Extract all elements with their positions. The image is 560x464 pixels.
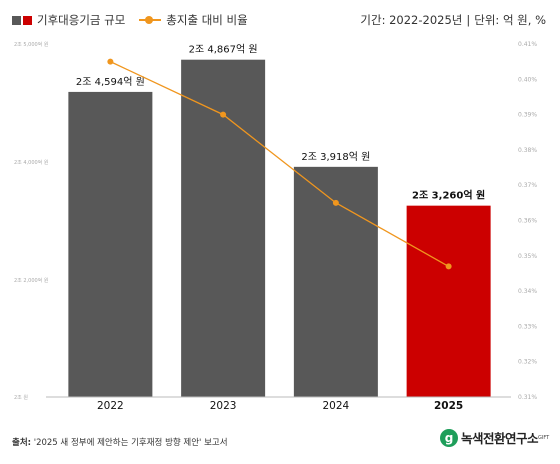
data-label: 2조 4,594억 원 — [76, 76, 145, 88]
legend-bar-swatch-red — [23, 15, 32, 25]
x-tick-label: 2022 — [97, 400, 124, 412]
ratio-point — [332, 199, 339, 206]
org-logo: g 녹색전환연구소 GIFT — [440, 428, 549, 447]
unit-label: 단위: 억 원, % — [474, 13, 546, 27]
legend-line-marker-icon — [139, 15, 162, 25]
period-range: 기간: 2022-2025년 — [360, 13, 463, 27]
data-label: 2조 4,867억 원 — [189, 44, 258, 56]
logo-mark-icon: g — [440, 428, 458, 447]
y-left-tick-label: 2조 5,000억 원 — [14, 41, 49, 48]
y-right-tick-label: 0.34% — [518, 288, 537, 295]
legend-bar-label: 기후대응기금 규모 — [37, 13, 126, 27]
ratio-line — [110, 61, 449, 267]
logo-text: 녹색전환연구소 — [461, 431, 539, 446]
period-separator: | — [466, 13, 471, 27]
x-tick-label: 2024 — [323, 400, 350, 412]
x-tick-label: 2025 — [434, 400, 463, 412]
period-info: 기간: 2022-2025년 | 단위: 억 원, % — [360, 12, 546, 28]
y-right-tick-label: 0.38% — [518, 147, 537, 154]
y-right-tick-label: 0.36% — [518, 218, 537, 225]
y-right-tick-label: 0.40% — [518, 76, 537, 83]
bar — [68, 91, 153, 398]
ratio-point — [107, 58, 114, 65]
y-left-tick-label: 2조 4,000억 원 — [14, 159, 49, 166]
y-right-tick-label: 0.39% — [518, 112, 537, 119]
ratio-point — [220, 111, 227, 118]
legend: 기후대응기금 규모 총지출 대비 비율 — [12, 12, 248, 28]
y-left-tick-label: 2조 2,000억 원 — [14, 277, 49, 284]
logo-superscript: GIFT — [538, 434, 550, 441]
y-right-tick-label: 0.33% — [518, 323, 537, 330]
y-right-tick-label: 0.41% — [518, 41, 537, 48]
source-prefix: 출처: — [12, 438, 32, 448]
data-label: 2조 3,260억 원 — [412, 189, 485, 202]
source-text: '2025 새 정부에 제안하는 기후재정 방향 제안' 보고서 — [31, 438, 228, 448]
ratio-point — [445, 263, 452, 270]
bar — [181, 59, 266, 397]
source-note: 출처: '2025 새 정부에 제안하는 기후재정 방향 제안' 보고서 — [12, 436, 228, 448]
x-tick-label: 2023 — [210, 400, 237, 412]
data-label: 2조 3,918억 원 — [301, 151, 370, 163]
y-left-tick-label: 2조 원 — [14, 394, 28, 401]
bar — [406, 205, 491, 397]
y-right-tick-label: 0.35% — [518, 253, 537, 260]
legend-line-label: 총지출 대비 비율 — [166, 13, 248, 27]
y-right-tick-label: 0.31% — [518, 394, 537, 401]
legend-bar-swatch-gray — [12, 15, 21, 25]
y-right-tick-label: 0.37% — [518, 182, 537, 189]
y-right-tick-label: 0.32% — [518, 359, 537, 366]
